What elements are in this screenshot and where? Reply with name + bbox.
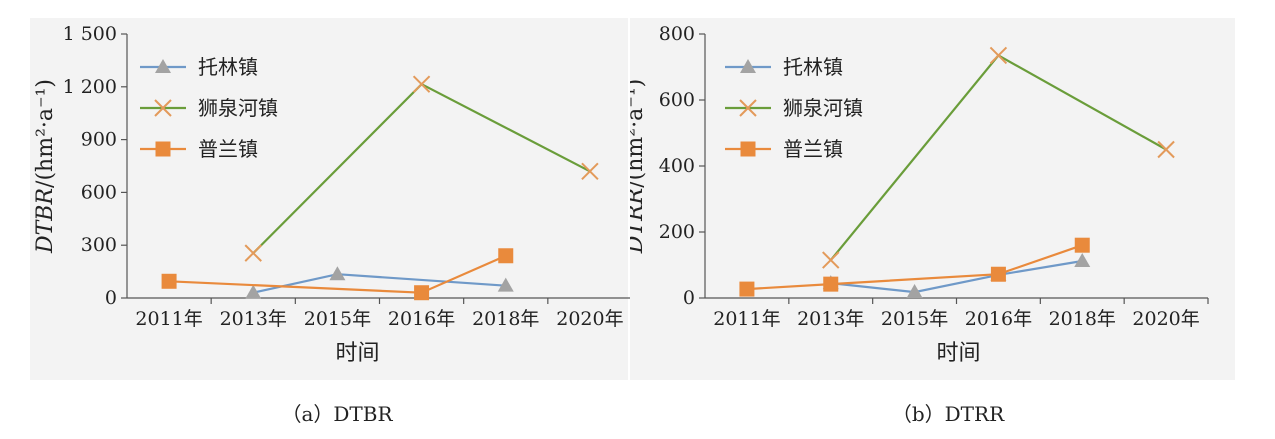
series-line-b-0 xyxy=(830,259,1083,294)
y-axis-title-var: DTRR xyxy=(630,188,648,254)
y-axis-title-var: DTBR xyxy=(33,188,58,254)
x-tick-label: 2020年 xyxy=(1132,308,1199,330)
data-point-a-0-1 xyxy=(329,266,346,281)
chart-panel-a: 0 300 600 900 1 200 1 500 2011年 2013年 2015年 2016年… xyxy=(0,0,630,439)
legend-marker xyxy=(739,99,757,117)
figure-caption: （b）DTRR xyxy=(892,402,1005,426)
legend-marker xyxy=(155,141,171,157)
x-tick-label: 2020年 xyxy=(556,308,623,330)
legend-label: 狮泉河镇 xyxy=(198,96,278,120)
data-point-a-1-0 xyxy=(244,244,262,262)
chart-b: 0 200 400 600 800 2011年 2013年 2015年 2016年 2018年 20… xyxy=(630,18,1235,426)
y-tick-label: 600 xyxy=(81,181,117,203)
data-point-b-0-1 xyxy=(906,284,923,299)
data-point-a-2-1 xyxy=(414,285,430,301)
marker-stroke xyxy=(1157,140,1175,159)
data-point-a-2-2 xyxy=(498,248,514,264)
plot-background xyxy=(630,18,1235,380)
data-point-a-1-1 xyxy=(412,75,431,93)
x-tick-label: 2011年 xyxy=(135,308,202,330)
marker-stroke xyxy=(822,251,840,269)
y-tick-label: 0 xyxy=(683,287,695,309)
data-point-b-0-3 xyxy=(1074,253,1091,268)
legend-label: 普兰镇 xyxy=(783,137,843,161)
x-axis-title: 时间 xyxy=(335,341,379,366)
marker-stroke xyxy=(154,99,172,117)
legend-marker xyxy=(740,59,756,73)
data-point-a-0-0 xyxy=(245,284,262,299)
x-tick-label: 2013年 xyxy=(220,308,287,330)
marker-stroke xyxy=(739,99,757,117)
data-point-b-2-0 xyxy=(739,281,755,297)
data-point-a-2-0 xyxy=(161,273,177,289)
x-tick-label: 2018年 xyxy=(472,308,539,330)
series-line-b-2 xyxy=(746,244,1083,291)
x-tick-label: 2016年 xyxy=(388,308,455,330)
legend-label: 托林镇 xyxy=(198,55,258,79)
legend-marker xyxy=(155,59,171,73)
y-tick-label: 600 xyxy=(659,89,695,111)
chart-panel-b: 0 200 400 600 800 2011年 2013年 2015年 2016年 2018年 20… xyxy=(630,0,1275,439)
data-point-b-2-1 xyxy=(823,276,839,292)
y-tick-label: 200 xyxy=(659,221,695,243)
y-tick-label: 800 xyxy=(659,23,695,45)
y-tick-label: 1 200 xyxy=(63,76,117,98)
y-tick-label: 0 xyxy=(105,287,117,309)
y-axis-title-unit: /(hm²·a⁻¹) xyxy=(33,79,58,188)
legend-marker xyxy=(740,141,756,157)
marker-stroke xyxy=(412,75,431,93)
marker-stroke xyxy=(989,46,1008,65)
y-axis-title: DTBR/(hm²·a⁻¹) xyxy=(33,79,58,254)
data-point-a-0-2 xyxy=(497,277,514,292)
data-point-b-2-2 xyxy=(990,266,1006,282)
data-point-b-1-2 xyxy=(1157,140,1175,159)
marker-stroke xyxy=(581,162,599,180)
plot-background xyxy=(30,18,628,380)
x-tick-label: 2018年 xyxy=(1049,308,1116,330)
legend-label: 普兰镇 xyxy=(198,137,258,161)
x-tick-label: 2013年 xyxy=(797,308,864,330)
data-point-b-2-3 xyxy=(1074,237,1090,253)
y-tick-label: 1 500 xyxy=(63,23,117,45)
data-point-a-1-2 xyxy=(581,162,599,180)
y-tick-label: 900 xyxy=(81,129,117,151)
x-axis-title: 时间 xyxy=(936,341,980,366)
figure-caption: （a）DTBR xyxy=(281,402,393,426)
legend-marker xyxy=(154,99,172,117)
y-tick-label: 300 xyxy=(81,234,117,256)
legend-label: 狮泉河镇 xyxy=(783,96,863,120)
data-point-b-1-0 xyxy=(822,251,840,269)
x-tick-label: 2011年 xyxy=(713,308,780,330)
y-tick-label: 400 xyxy=(659,155,695,177)
chart-a: 0 300 600 900 1 200 1 500 2011年 2013年 2015年 2016年… xyxy=(30,18,630,426)
y-axis-title-unit: /(hm²·a⁻¹) xyxy=(630,79,648,188)
x-tick-label: 2015年 xyxy=(304,308,371,330)
marker-stroke xyxy=(244,244,262,262)
data-point-b-1-1 xyxy=(989,46,1008,65)
y-axis-title: DTRR/(hm²·a⁻¹) xyxy=(630,79,648,254)
x-tick-label: 2015年 xyxy=(881,308,948,330)
legend-label: 托林镇 xyxy=(783,55,843,79)
x-tick-label: 2016年 xyxy=(965,308,1032,330)
